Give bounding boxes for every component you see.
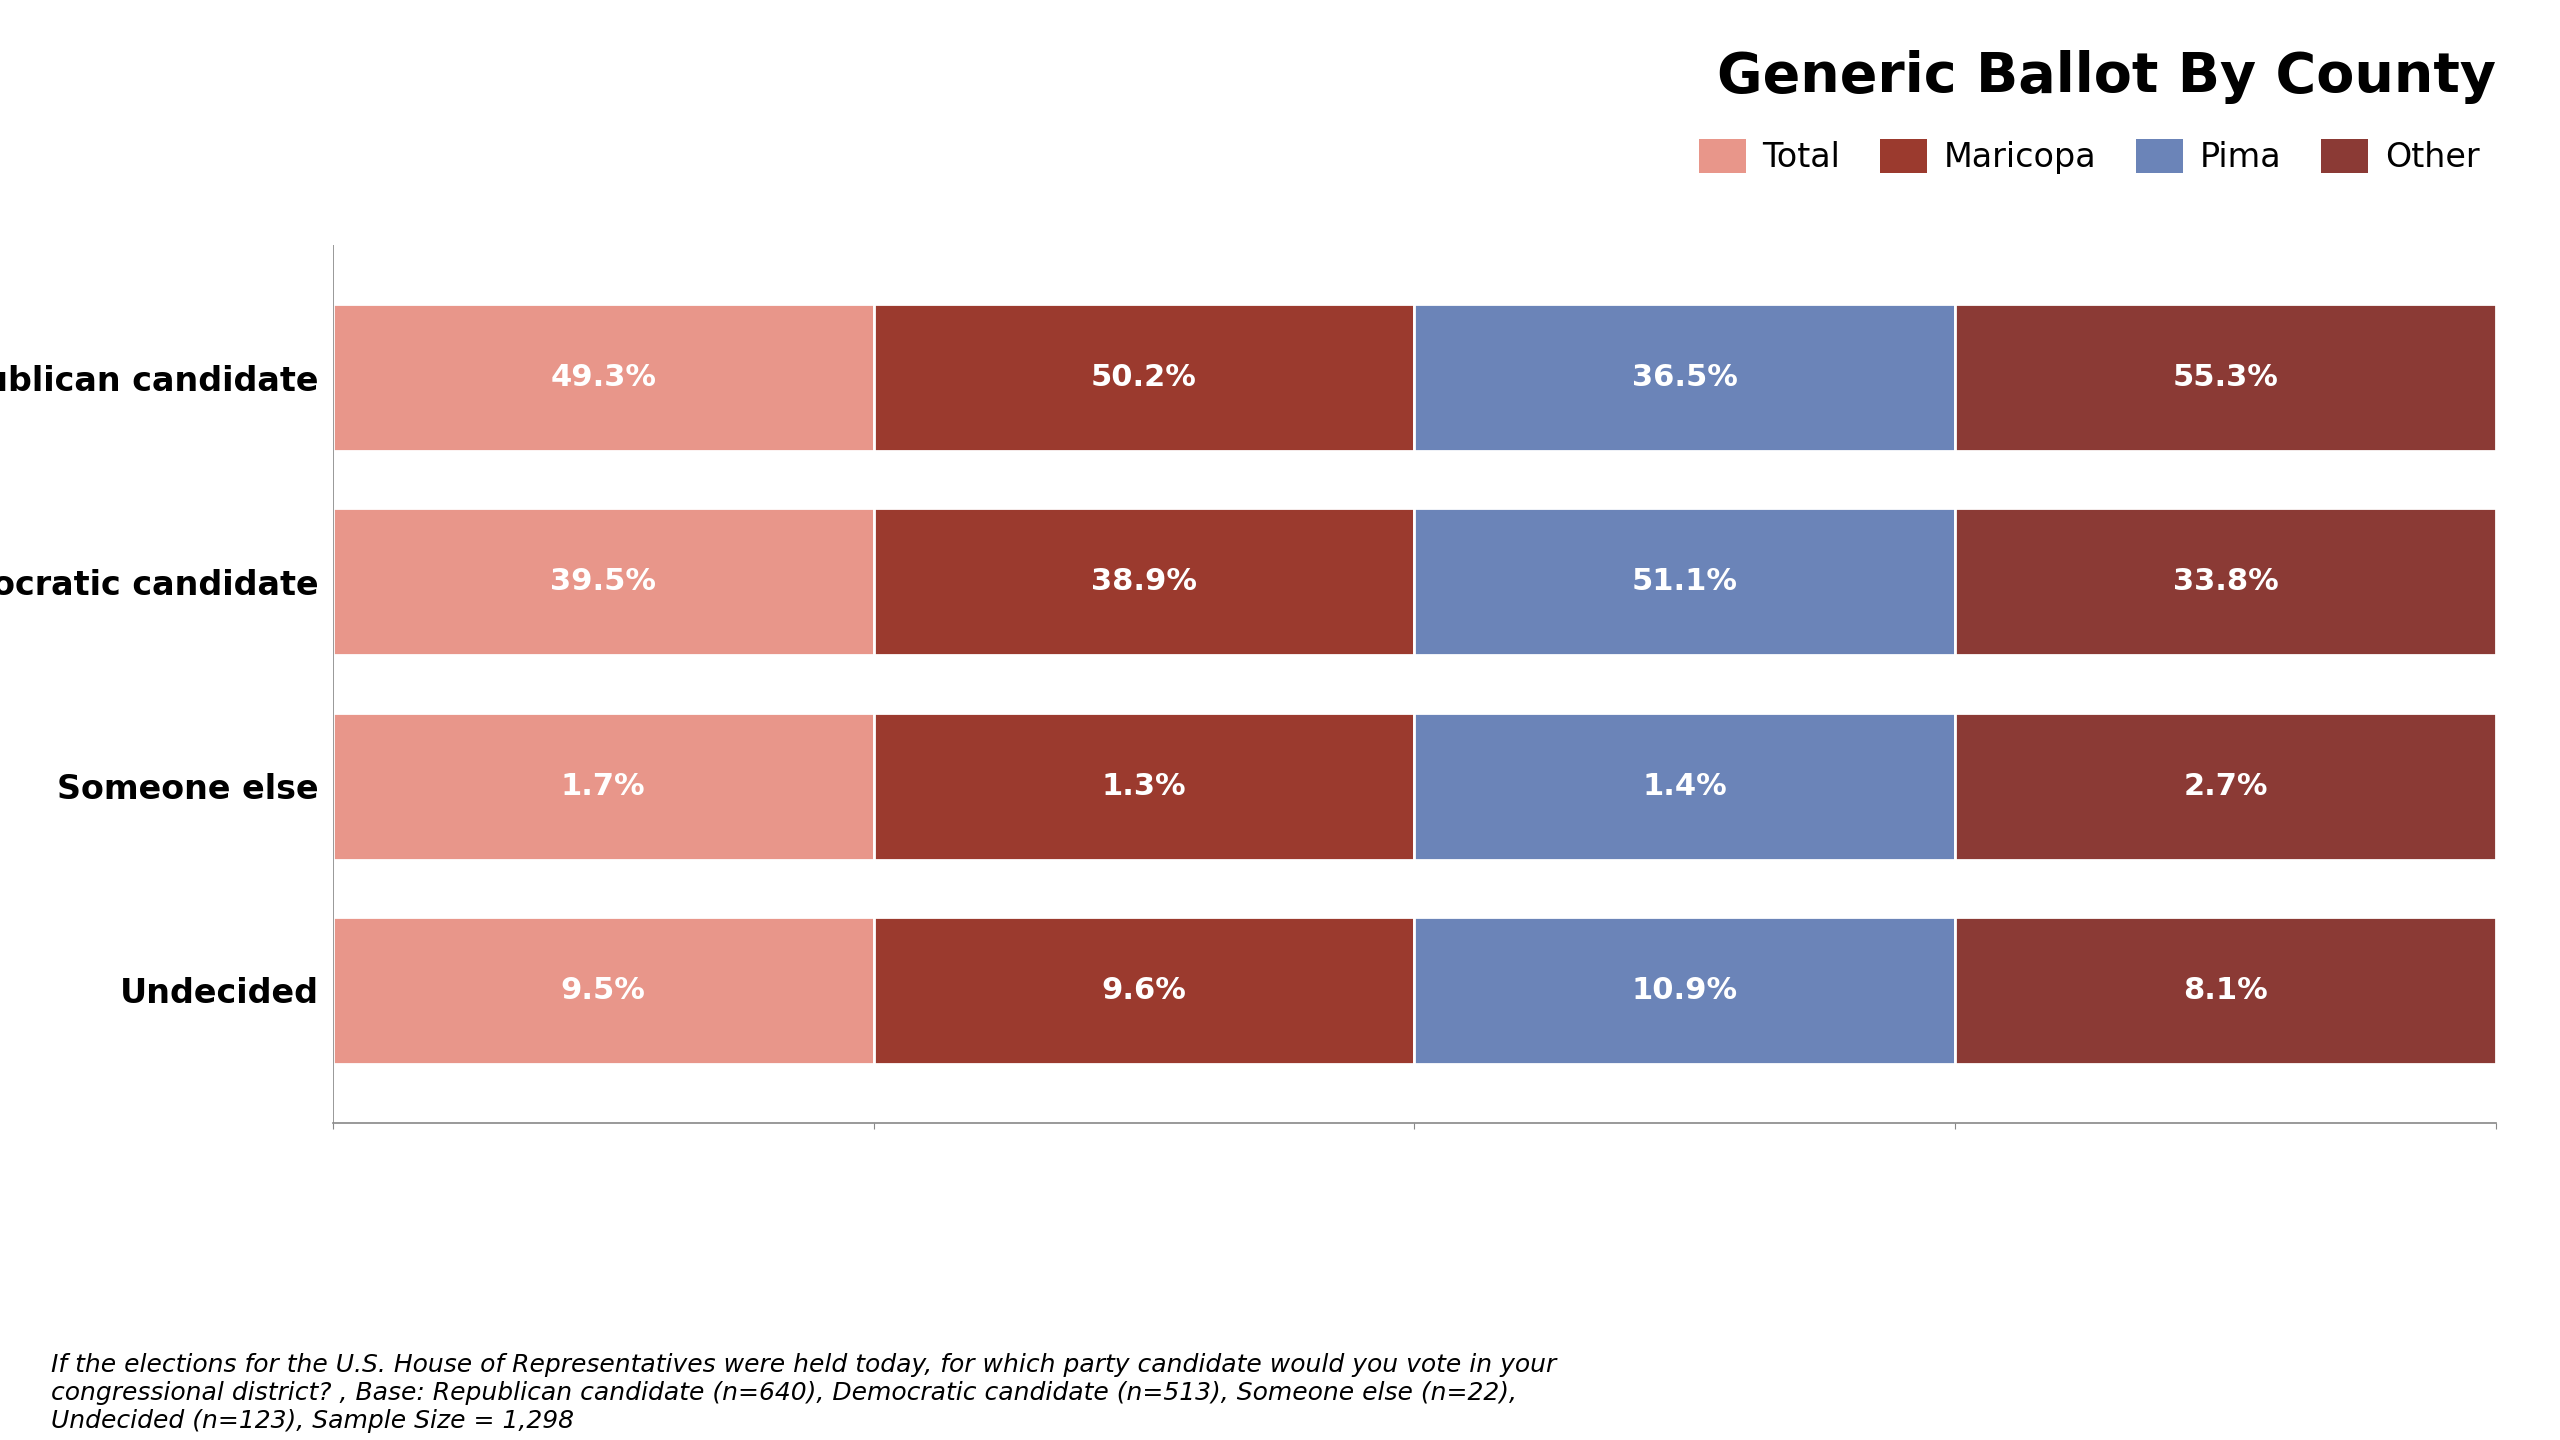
Bar: [333, 917, 873, 1064]
Bar: [333, 713, 873, 860]
Text: 50.2%: 50.2%: [1091, 363, 1198, 392]
Bar: [333, 508, 873, 655]
Bar: [1956, 508, 2496, 655]
Text: 36.5%: 36.5%: [1631, 363, 1738, 392]
Bar: [873, 713, 1413, 860]
Bar: [333, 304, 873, 451]
Text: 39.5%: 39.5%: [550, 567, 655, 596]
Bar: [1956, 304, 2496, 451]
Bar: [873, 917, 1413, 1064]
Bar: [1956, 917, 2496, 1064]
Bar: [873, 304, 1413, 451]
Text: 38.9%: 38.9%: [1091, 567, 1198, 596]
Text: 55.3%: 55.3%: [2173, 363, 2278, 392]
Bar: [1413, 917, 1956, 1064]
Text: 49.3%: 49.3%: [550, 363, 655, 392]
Text: 2.7%: 2.7%: [2184, 772, 2268, 801]
Bar: [1956, 713, 2496, 860]
Text: 1.3%: 1.3%: [1101, 772, 1185, 801]
Text: If the elections for the U.S. House of Representatives were held today, for whic: If the elections for the U.S. House of R…: [51, 1354, 1556, 1433]
Text: 9.5%: 9.5%: [561, 976, 645, 1005]
Bar: [873, 508, 1413, 655]
Text: 1.7%: 1.7%: [561, 772, 645, 801]
Legend: Total, Maricopa, Pima, Other: Total, Maricopa, Pima, Other: [1700, 140, 2478, 174]
Text: 9.6%: 9.6%: [1101, 976, 1185, 1005]
Bar: [1413, 508, 1956, 655]
Text: 8.1%: 8.1%: [2184, 976, 2268, 1005]
Bar: [1413, 304, 1956, 451]
Bar: [1413, 713, 1956, 860]
Text: Generic Ballot By County: Generic Ballot By County: [1718, 50, 2496, 105]
Text: 10.9%: 10.9%: [1631, 976, 1738, 1005]
Text: 33.8%: 33.8%: [2173, 567, 2278, 596]
Text: 51.1%: 51.1%: [1631, 567, 1738, 596]
Text: 1.4%: 1.4%: [1644, 772, 1728, 801]
